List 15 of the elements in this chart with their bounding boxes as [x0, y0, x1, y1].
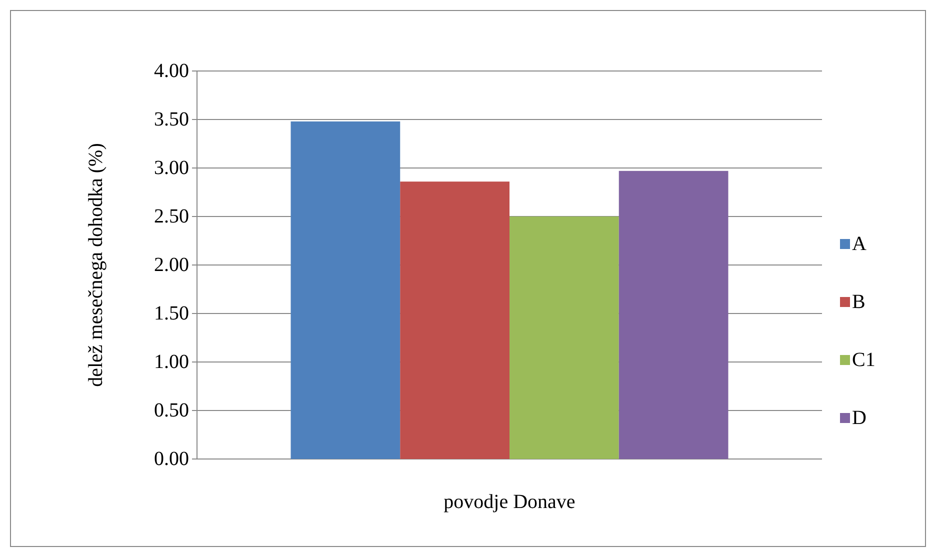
y-tick-label: 2.00 [154, 254, 189, 276]
legend-label: D [852, 407, 866, 429]
y-tick-label: 2.50 [154, 206, 189, 228]
y-tick-label: 1.50 [154, 302, 189, 324]
y-tick-label: 1.00 [154, 351, 189, 373]
y-tick-label: 3.50 [154, 108, 189, 130]
legend-label: B [852, 291, 866, 313]
x-tick-label: povodje Donave [444, 491, 576, 513]
y-tick-label: 3.00 [154, 157, 189, 179]
y-axis-title: delež mesečnega dohodka (%) [85, 143, 107, 387]
legend-label: A [852, 233, 867, 255]
y-tick-label: 0.00 [154, 448, 189, 470]
y-tick-label: 0.50 [154, 400, 189, 422]
y-tick-label: 4.00 [154, 60, 189, 82]
legend-label: C1 [852, 349, 876, 371]
